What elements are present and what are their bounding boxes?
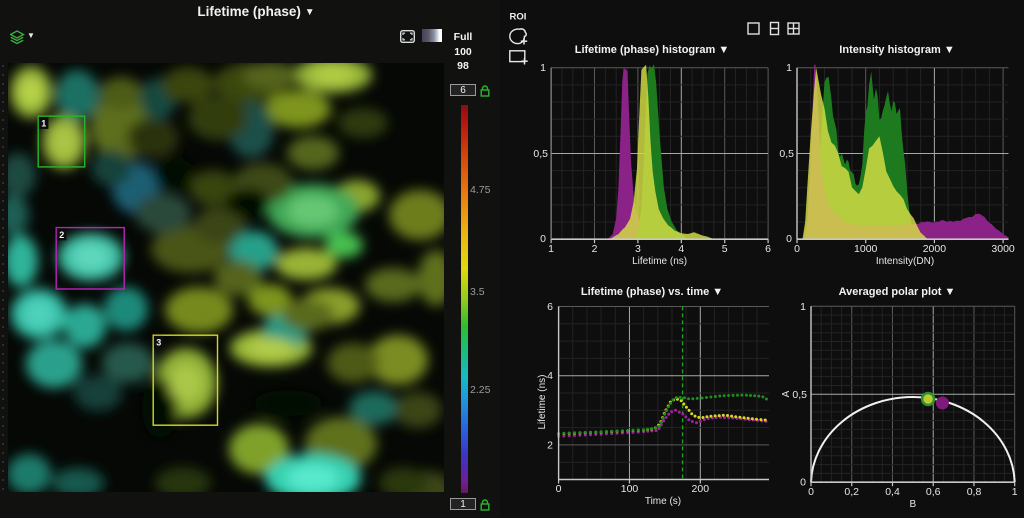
svg-text:Time (s): Time (s) — [645, 496, 681, 507]
svg-text:Averaged polar plot ▼: Averaged polar plot ▼ — [839, 286, 956, 298]
svg-text:1000: 1000 — [854, 243, 878, 255]
svg-text:1: 1 — [1012, 486, 1018, 498]
svg-text:1: 1 — [800, 301, 806, 313]
svg-text:4: 4 — [547, 370, 553, 382]
svg-text:2000: 2000 — [923, 243, 947, 255]
svg-text:0: 0 — [540, 233, 546, 245]
svg-text:0: 0 — [786, 233, 792, 245]
svg-text:2: 2 — [592, 243, 598, 255]
svg-text:0,5: 0,5 — [792, 389, 807, 401]
svg-text:ROI: ROI — [510, 12, 527, 23]
svg-text:6: 6 — [765, 243, 771, 255]
svg-text:0: 0 — [556, 483, 562, 495]
svg-text:Lifetime (phase) histogram ▼: Lifetime (phase) histogram ▼ — [575, 44, 730, 56]
svg-text:100: 100 — [621, 483, 639, 495]
svg-text:0,6: 0,6 — [926, 486, 941, 498]
svg-text:0: 0 — [794, 243, 800, 255]
svg-text:0,2: 0,2 — [844, 486, 859, 498]
svg-text:0,5: 0,5 — [779, 148, 794, 160]
svg-text:B: B — [909, 499, 916, 510]
svg-text:3: 3 — [156, 338, 161, 348]
svg-text:3000: 3000 — [991, 243, 1015, 255]
svg-text:A: A — [781, 390, 792, 397]
svg-text:2: 2 — [547, 439, 553, 451]
svg-text:200: 200 — [692, 483, 710, 495]
svg-text:Lifetime (ns): Lifetime (ns) — [632, 256, 687, 267]
svg-text:3: 3 — [635, 243, 641, 255]
svg-text:1: 1 — [41, 119, 46, 129]
svg-text:0,4: 0,4 — [885, 486, 900, 498]
svg-text:4: 4 — [678, 243, 684, 255]
svg-text:6: 6 — [547, 301, 553, 313]
svg-text:1: 1 — [548, 243, 554, 255]
svg-text:0: 0 — [808, 486, 814, 498]
svg-text:Lifetime (phase) vs. time ▼: Lifetime (phase) vs. time ▼ — [581, 286, 723, 298]
svg-text:1: 1 — [540, 62, 546, 74]
svg-text:Intensity histogram ▼: Intensity histogram ▼ — [839, 44, 954, 56]
svg-text:1: 1 — [786, 62, 792, 74]
svg-text:0,5: 0,5 — [533, 148, 548, 160]
svg-text:0: 0 — [800, 477, 806, 489]
svg-text:0,8: 0,8 — [967, 486, 982, 498]
svg-text:5: 5 — [722, 243, 728, 255]
svg-text:Intensity(DN): Intensity(DN) — [876, 256, 934, 267]
svg-text:Lifetime (ns): Lifetime (ns) — [537, 374, 548, 429]
svg-text:2: 2 — [59, 230, 64, 240]
